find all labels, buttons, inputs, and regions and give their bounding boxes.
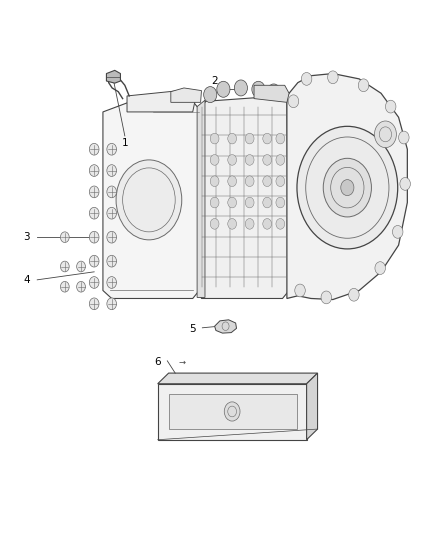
Circle shape: [392, 225, 403, 238]
Circle shape: [234, 80, 247, 96]
Circle shape: [89, 165, 99, 176]
Circle shape: [107, 165, 117, 176]
Circle shape: [245, 155, 254, 165]
Circle shape: [210, 176, 219, 187]
Circle shape: [107, 207, 117, 219]
Polygon shape: [103, 101, 199, 298]
Circle shape: [89, 231, 99, 243]
Circle shape: [263, 155, 272, 165]
Circle shape: [204, 86, 217, 102]
Polygon shape: [215, 320, 237, 333]
Circle shape: [210, 219, 219, 229]
Circle shape: [288, 95, 299, 108]
Text: 3: 3: [23, 232, 30, 242]
Circle shape: [89, 255, 99, 267]
Text: →: →: [179, 358, 186, 367]
Circle shape: [399, 131, 409, 144]
Circle shape: [245, 176, 254, 187]
Circle shape: [263, 176, 272, 187]
Polygon shape: [254, 85, 289, 102]
Circle shape: [276, 176, 285, 187]
Circle shape: [107, 255, 117, 267]
Circle shape: [276, 133, 285, 144]
Circle shape: [263, 197, 272, 208]
Circle shape: [228, 133, 237, 144]
Circle shape: [228, 155, 237, 165]
Circle shape: [400, 177, 410, 190]
Text: 1: 1: [121, 138, 128, 148]
Circle shape: [349, 288, 359, 301]
Circle shape: [77, 281, 85, 292]
Circle shape: [245, 219, 254, 229]
Circle shape: [228, 219, 237, 229]
Circle shape: [228, 197, 237, 208]
Circle shape: [276, 219, 285, 229]
Polygon shape: [106, 70, 120, 83]
Circle shape: [210, 197, 219, 208]
Circle shape: [89, 298, 99, 310]
Circle shape: [107, 298, 117, 310]
Circle shape: [77, 261, 85, 272]
Circle shape: [89, 277, 99, 288]
Circle shape: [60, 281, 69, 292]
Circle shape: [375, 262, 385, 274]
Circle shape: [116, 160, 182, 240]
Circle shape: [60, 232, 69, 243]
Circle shape: [301, 72, 312, 85]
Circle shape: [267, 84, 280, 100]
Circle shape: [60, 261, 69, 272]
Circle shape: [210, 133, 219, 144]
Polygon shape: [158, 384, 307, 440]
Polygon shape: [199, 96, 289, 298]
Circle shape: [107, 143, 117, 155]
Circle shape: [228, 176, 237, 187]
Circle shape: [89, 143, 99, 155]
Circle shape: [245, 133, 254, 144]
Polygon shape: [287, 74, 407, 300]
Polygon shape: [307, 373, 318, 440]
Circle shape: [295, 284, 305, 297]
Circle shape: [276, 197, 285, 208]
Circle shape: [276, 155, 285, 165]
Circle shape: [328, 71, 338, 84]
Circle shape: [224, 402, 240, 421]
Circle shape: [263, 133, 272, 144]
Polygon shape: [197, 100, 205, 297]
Circle shape: [297, 126, 398, 249]
Circle shape: [263, 219, 272, 229]
Text: 5: 5: [190, 324, 196, 334]
Polygon shape: [171, 88, 201, 102]
Circle shape: [89, 207, 99, 219]
Text: 2: 2: [211, 76, 218, 86]
Circle shape: [217, 82, 230, 98]
Circle shape: [245, 197, 254, 208]
Text: 6: 6: [155, 358, 161, 367]
Circle shape: [210, 155, 219, 165]
Circle shape: [341, 180, 354, 196]
Polygon shape: [127, 91, 195, 112]
Circle shape: [374, 121, 396, 148]
Circle shape: [385, 100, 396, 113]
Circle shape: [107, 186, 117, 198]
Polygon shape: [158, 373, 318, 384]
Circle shape: [358, 79, 369, 92]
Circle shape: [107, 231, 117, 243]
Circle shape: [323, 158, 371, 217]
Circle shape: [107, 277, 117, 288]
Circle shape: [321, 291, 332, 304]
Circle shape: [252, 82, 265, 98]
Polygon shape: [169, 394, 297, 429]
Circle shape: [89, 186, 99, 198]
Text: 4: 4: [23, 275, 30, 285]
